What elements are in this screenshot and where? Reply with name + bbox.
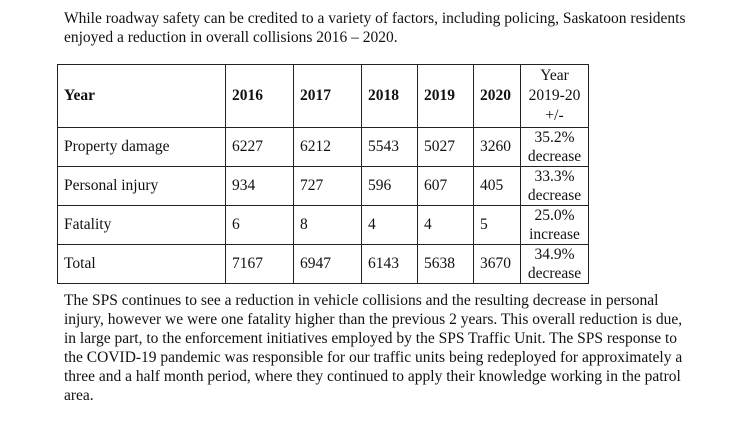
header-change-line3: +/- [545, 107, 564, 124]
change-direction: decrease [527, 148, 582, 165]
cell-2019: 5638 [417, 244, 474, 284]
header-change-line2: 2019-20 [528, 87, 581, 104]
cell-change: 35.2% decrease [520, 127, 589, 167]
cell-change: 34.9% decrease [520, 244, 589, 284]
table-row-total: Total 7167 6947 6143 5638 3670 34.9% dec… [57, 244, 589, 284]
header-2020: 2020 [473, 64, 521, 128]
cell-change: 33.3% decrease [520, 166, 589, 206]
table-row-property-damage: Property damage 6227 6212 5543 5027 3260… [57, 127, 589, 167]
header-2016: 2016 [225, 64, 294, 128]
cell-2019: 607 [417, 166, 474, 206]
cell-2019: 4 [417, 205, 474, 245]
cell-2017: 6212 [293, 127, 362, 167]
header-2018: 2018 [361, 64, 418, 128]
cell-2020: 3670 [473, 244, 521, 284]
cell-change: 25.0% increase [520, 205, 589, 245]
change-percent: 33.3% [534, 168, 575, 185]
change-percent: 34.9% [534, 246, 575, 263]
cell-2017: 8 [293, 205, 362, 245]
collision-table-container: Year 2016 2017 2018 2019 2020 Year 2019-… [57, 64, 589, 284]
table-header-row: Year 2016 2017 2018 2019 2020 Year 2019-… [57, 64, 589, 128]
change-percent: 25.0% [534, 207, 575, 224]
cell-2020: 3260 [473, 127, 521, 167]
cell-2019: 5027 [417, 127, 474, 167]
table-row-fatality: Fatality 6 8 4 4 5 25.0% increase [57, 205, 589, 245]
change-direction: decrease [527, 265, 582, 282]
cell-2016: 7167 [225, 244, 294, 284]
cell-2018: 4 [361, 205, 418, 245]
collision-table: Year 2016 2017 2018 2019 2020 Year 2019-… [57, 64, 589, 284]
cell-2016: 6227 [225, 127, 294, 167]
header-2019: 2019 [417, 64, 474, 128]
cell-2018: 596 [361, 166, 418, 206]
table-row-personal-injury: Personal injury 934 727 596 607 405 33.3… [57, 166, 589, 206]
header-2017: 2017 [293, 64, 362, 128]
header-change-line1: Year [540, 67, 569, 84]
cell-2020: 405 [473, 166, 521, 206]
cell-2018: 5543 [361, 127, 418, 167]
cell-2017: 727 [293, 166, 362, 206]
row-label: Fatality [57, 205, 226, 245]
row-label: Property damage [57, 127, 226, 167]
cell-2016: 934 [225, 166, 294, 206]
cell-2017: 6947 [293, 244, 362, 284]
header-year: Year [57, 64, 226, 128]
cell-2020: 5 [473, 205, 521, 245]
closing-paragraph: The SPS continues to see a reduction in … [64, 292, 683, 404]
intro-paragraph: While roadway safety can be credited to … [64, 10, 686, 46]
cell-2016: 6 [225, 205, 294, 245]
change-percent: 35.2% [534, 129, 575, 146]
row-label: Total [57, 244, 226, 284]
row-label: Personal injury [57, 166, 226, 206]
change-direction: decrease [527, 187, 582, 204]
cell-2018: 6143 [361, 244, 418, 284]
header-change: Year 2019-20 +/- [520, 64, 589, 128]
change-direction: increase [529, 226, 580, 243]
